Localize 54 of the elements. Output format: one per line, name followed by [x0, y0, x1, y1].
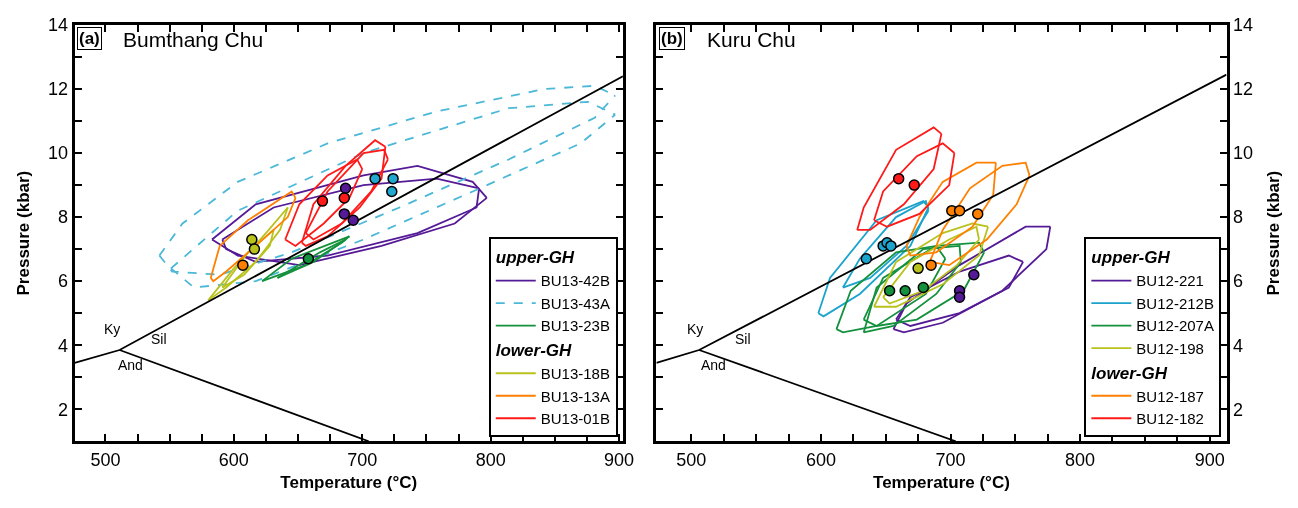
legend-label: BU12-207A	[1136, 317, 1214, 335]
legend-label: BU12-182	[1136, 410, 1204, 428]
legend-label: BU13-13A	[540, 387, 610, 405]
legend-label: BU13-42B	[540, 272, 610, 290]
legend-label: BU13-43A	[540, 294, 610, 312]
x-tick-label: 600	[805, 449, 836, 470]
legend-label: BU12-187	[1136, 387, 1204, 405]
y2-tick-label: 4	[1233, 335, 1244, 356]
x-tick-label: 600	[218, 449, 249, 470]
y-axis-title: Pressure (kbar)	[13, 170, 33, 296]
y-tick-label: 4	[58, 335, 69, 356]
y-tick-label: 10	[48, 143, 69, 164]
annotation: Ky	[104, 321, 121, 337]
y2-tick-label: 14	[1233, 15, 1254, 36]
annotation: Sil	[735, 331, 751, 347]
legend-label: BU13-18B	[540, 365, 610, 383]
legend-label: BU12-221	[1136, 272, 1204, 290]
legend-label: BU12-212B	[1136, 294, 1214, 312]
y2-tick-label: 10	[1233, 143, 1254, 164]
y2-tick-label: 2	[1233, 399, 1244, 420]
y2-tick-label: 8	[1233, 207, 1244, 228]
annotation: And	[701, 357, 726, 373]
y-tick-label: 8	[58, 207, 69, 228]
x-tick-label: 900	[604, 449, 635, 470]
y2-axis-title: Pressure (kbar)	[1263, 170, 1283, 296]
y-tick-label: 14	[48, 15, 69, 36]
x-tick-label: 700	[347, 449, 378, 470]
legend-label: BU12-198	[1136, 339, 1204, 357]
annotation: And	[118, 357, 143, 373]
x-axis-title: Temperature (°C)	[280, 473, 418, 493]
y2-tick-label: 6	[1233, 271, 1244, 292]
x-tick-label: 500	[676, 449, 707, 470]
x-tick-label: 800	[475, 449, 506, 470]
text: lower-GH	[1091, 363, 1167, 383]
annotation: (b)	[661, 29, 683, 48]
legend-label: BU13-01B	[540, 410, 610, 428]
x-tick-label: 500	[90, 449, 121, 470]
text: lower-GH	[495, 341, 572, 361]
text: upper-GH	[495, 248, 575, 268]
chart-title: Kuru Chu	[707, 28, 796, 51]
y-tick-label: 2	[58, 399, 69, 420]
annotation: Ky	[687, 321, 704, 337]
annotation: (a)	[79, 29, 100, 48]
x-tick-label: 700	[935, 449, 966, 470]
y2-tick-label: 12	[1233, 79, 1254, 100]
y-tick-label: 12	[48, 79, 69, 100]
x-tick-label: 900	[1194, 449, 1225, 470]
annotation: Sil	[151, 331, 167, 347]
x-axis-title: Temperature (°C)	[873, 473, 1010, 493]
legend-label: BU13-23B	[540, 317, 610, 335]
y-tick-label: 6	[58, 271, 69, 292]
x-tick-label: 800	[1065, 449, 1096, 470]
text: upper-GH	[1091, 248, 1170, 268]
chart-title: Bumthang Chu	[123, 28, 264, 51]
